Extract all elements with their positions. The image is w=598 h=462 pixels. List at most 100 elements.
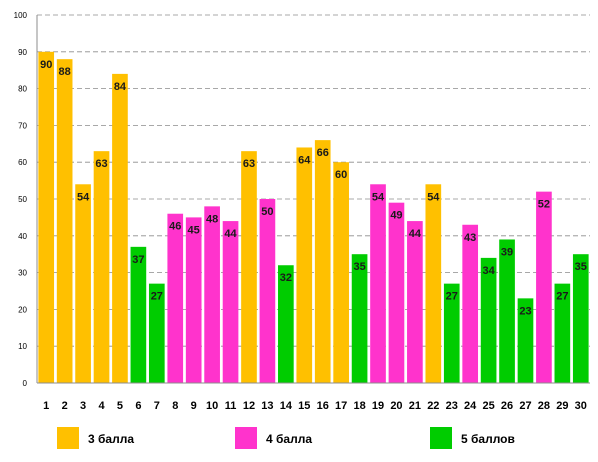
- bar-20: [388, 202, 405, 383]
- bar-16: [314, 140, 331, 383]
- x-tick-label: 5: [117, 400, 123, 412]
- x-tick-label: 26: [501, 400, 513, 412]
- data-label: 39: [501, 246, 513, 258]
- data-label: 54: [372, 191, 385, 203]
- y-tick-label: 80: [18, 85, 27, 94]
- bar-18: [351, 254, 368, 383]
- x-tick-label: 28: [538, 400, 550, 412]
- data-label: 54: [77, 191, 90, 203]
- bar-24: [462, 224, 479, 383]
- x-tick-label: 14: [280, 400, 293, 412]
- data-label: 66: [317, 147, 329, 159]
- x-tick-label: 8: [172, 400, 178, 412]
- data-label: 23: [519, 305, 531, 317]
- y-tick-label: 10: [18, 342, 27, 351]
- data-label: 46: [169, 221, 181, 233]
- bar-10: [204, 206, 220, 383]
- legend-swatch: [235, 427, 257, 449]
- x-tick-label: 24: [464, 400, 477, 412]
- data-label: 35: [353, 261, 365, 273]
- bar-8: [167, 213, 184, 383]
- x-tick-label: 2: [62, 400, 68, 412]
- bar-1: [38, 51, 55, 384]
- x-tick-label: 18: [353, 400, 365, 412]
- x-tick-label: 11: [225, 400, 237, 412]
- bar-28: [536, 191, 552, 383]
- bar-13: [259, 199, 276, 383]
- y-tick-label: 40: [18, 232, 27, 241]
- x-tick-label: 23: [446, 400, 458, 412]
- data-label: 43: [464, 232, 476, 244]
- data-label: 63: [95, 158, 107, 170]
- x-tick-label: 30: [575, 400, 587, 412]
- data-label: 63: [243, 158, 255, 170]
- legend-label: 3 балла: [88, 432, 134, 446]
- bar-23: [443, 283, 460, 383]
- data-label: 35: [575, 261, 587, 273]
- bar-3: [75, 184, 91, 383]
- data-label: 84: [114, 81, 127, 93]
- y-tick-label: 20: [18, 305, 27, 314]
- legend-swatch: [430, 427, 452, 449]
- data-label: 32: [280, 272, 292, 284]
- data-label: 44: [409, 228, 422, 240]
- data-label: 37: [132, 254, 144, 266]
- x-tick-label: 9: [191, 400, 197, 412]
- data-label: 64: [298, 154, 311, 166]
- data-label: 88: [59, 66, 71, 78]
- data-label: 45: [188, 224, 200, 236]
- y-tick-label: 100: [14, 11, 28, 20]
- x-tick-label: 16: [317, 400, 329, 412]
- data-label: 50: [261, 206, 273, 218]
- data-label: 27: [151, 291, 163, 303]
- data-label: 60: [335, 169, 347, 181]
- data-label: 44: [224, 228, 237, 240]
- x-tick-label: 22: [427, 400, 439, 412]
- bar-19: [370, 184, 386, 383]
- data-label: 49: [390, 210, 402, 222]
- bar-6: [130, 246, 147, 383]
- x-tick-label: 7: [154, 400, 160, 412]
- y-tick-label: 50: [18, 195, 27, 204]
- bar-22: [425, 184, 442, 383]
- x-tick-label: 4: [98, 400, 105, 412]
- x-tick-label: 12: [243, 400, 255, 412]
- x-tick-label: 1: [43, 400, 49, 412]
- bar-5: [112, 73, 128, 383]
- data-label: 54: [427, 191, 440, 203]
- bar-30: [572, 254, 589, 383]
- data-label: 48: [206, 213, 218, 225]
- bars: [38, 51, 589, 384]
- bar-26: [499, 239, 515, 383]
- legend-label: 5 баллов: [461, 432, 515, 446]
- data-labels: 90 88 54 63 84 37 27 46 45 48 44 63 50 32 64 66 60 35 54 49…: [40, 59, 587, 318]
- bar-17: [333, 162, 349, 383]
- y-tick-label: 90: [18, 48, 27, 57]
- y-tick-label: 70: [18, 121, 27, 130]
- x-tick-label: 27: [519, 400, 531, 412]
- bar-11: [222, 221, 239, 383]
- data-label: 27: [446, 291, 458, 303]
- x-tick-label: 25: [482, 400, 494, 412]
- bar-4: [93, 151, 110, 383]
- y-tick-label: 60: [18, 158, 27, 167]
- x-tick-label: 3: [80, 400, 86, 412]
- x-tick-label: 15: [298, 400, 310, 412]
- data-label: 34: [482, 265, 495, 277]
- bar-2: [56, 59, 73, 383]
- data-label: 90: [40, 59, 52, 71]
- bar-29: [554, 283, 571, 383]
- data-label: 27: [556, 291, 568, 303]
- y-tick-label: 30: [18, 269, 27, 278]
- x-tick-label: 13: [261, 400, 273, 412]
- bar-25: [480, 257, 497, 383]
- x-tick-label: 10: [206, 400, 218, 412]
- legend: 3 балла 4 балла 5 баллов: [57, 427, 515, 449]
- x-tick-label: 20: [390, 400, 402, 412]
- data-label: 52: [538, 199, 550, 211]
- bar-21: [407, 221, 423, 383]
- x-tick-label: 29: [556, 400, 568, 412]
- x-tick-label: 21: [409, 400, 421, 412]
- bar-15: [296, 147, 313, 383]
- x-tick-label: 17: [335, 400, 347, 412]
